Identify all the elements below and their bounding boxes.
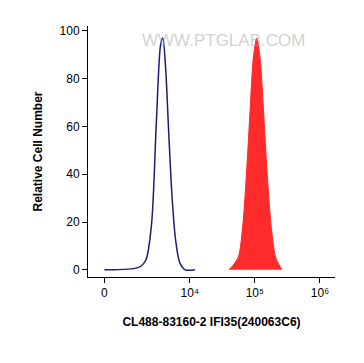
svg-text:80: 80 (66, 72, 80, 86)
svg-text:Relative Cell Number: Relative Cell Number (31, 91, 45, 211)
svg-text:WWW.PTGLAB.COM: WWW.PTGLAB.COM (142, 31, 305, 50)
svg-text:40: 40 (66, 167, 80, 181)
svg-text:0: 0 (73, 263, 80, 277)
svg-text:100: 100 (60, 24, 80, 38)
svg-text:10⁶: 10⁶ (311, 286, 329, 300)
svg-text:0: 0 (101, 286, 108, 300)
svg-text:20: 20 (66, 215, 80, 229)
svg-text:10⁴: 10⁴ (181, 286, 200, 300)
svg-text:10⁵: 10⁵ (246, 286, 264, 300)
svg-text:60: 60 (66, 120, 80, 134)
svg-text:CL488-83160-2 IFI35(240063C6): CL488-83160-2 IFI35(240063C6) (122, 315, 300, 329)
